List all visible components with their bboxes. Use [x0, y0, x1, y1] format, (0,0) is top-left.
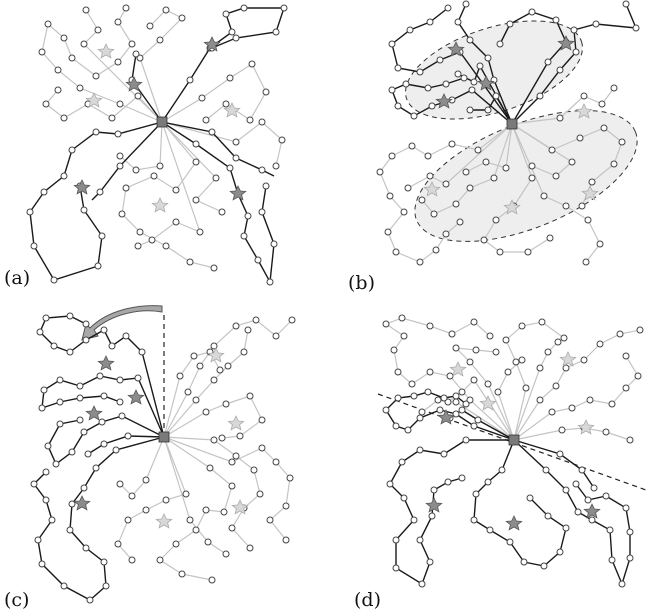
star-active: [583, 503, 601, 519]
customer-nodes: [30, 312, 296, 604]
depot: [506, 118, 518, 130]
star-active: [127, 389, 145, 405]
panel-label-a: (a): [4, 267, 30, 289]
star-markers: [425, 351, 601, 531]
sweep-arrow: [81, 305, 163, 341]
star-active: [203, 36, 221, 52]
depot: [156, 116, 168, 128]
customer-nodes: [382, 314, 644, 588]
star-inactive: [231, 499, 249, 515]
customer-nodes: [376, 0, 640, 266]
star-active: [447, 41, 465, 57]
customer-nodes: [26, 4, 288, 286]
star-inactive: [207, 347, 225, 363]
cluster-regions: [405, 20, 638, 242]
star-inactive: [503, 199, 521, 215]
star-inactive: [577, 419, 595, 435]
star-active: [505, 515, 523, 531]
star-inactive: [479, 395, 497, 411]
star-inactive: [155, 513, 173, 529]
star-inactive: [423, 181, 441, 197]
star-inactive: [97, 43, 115, 59]
active-routes: [33, 315, 165, 601]
star-markers: [423, 35, 599, 215]
star-inactive: [85, 92, 103, 108]
star-active: [477, 75, 495, 91]
depot: [508, 434, 520, 446]
panel-d: (d): [354, 314, 647, 610]
star-inactive: [559, 351, 577, 367]
star-inactive: [223, 102, 241, 118]
star-active: [557, 35, 575, 51]
depot: [158, 431, 170, 443]
panel-label-c: (c): [4, 589, 29, 610]
panel-label-b: (b): [348, 272, 375, 294]
panel-b: (b): [348, 0, 640, 294]
panel-c: (c): [4, 305, 296, 610]
star-active: [437, 409, 455, 425]
star-active: [229, 185, 247, 201]
star-inactive: [575, 103, 593, 119]
star-active: [73, 179, 91, 195]
star-markers: [73, 347, 249, 529]
star-active: [435, 93, 453, 109]
star-inactive: [227, 415, 245, 431]
star-active: [73, 495, 91, 511]
star-active: [85, 405, 103, 421]
inactive-routes: [384, 317, 641, 441]
star-active: [97, 355, 115, 371]
star-markers: [73, 36, 247, 213]
panel-a: (a): [4, 4, 288, 289]
panel-label-d: (d): [354, 589, 381, 610]
star-inactive: [581, 185, 599, 201]
star-active: [425, 497, 443, 513]
star-active: [125, 76, 143, 92]
star-inactive: [449, 361, 467, 377]
star-inactive: [151, 197, 169, 213]
